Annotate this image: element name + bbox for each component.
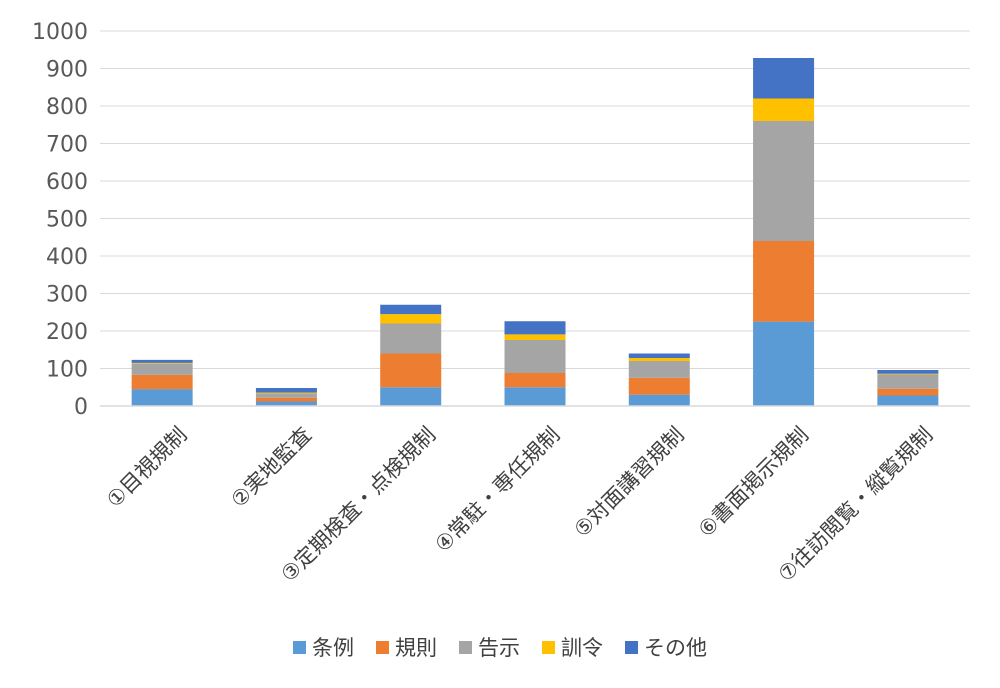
legend-label: 条例: [312, 636, 354, 660]
gridlines: [100, 30, 970, 369]
y-tick-label: 700: [46, 133, 88, 158]
y-tick-label: 200: [46, 320, 88, 345]
bar-segment: [131, 374, 193, 390]
bar-segment: [131, 363, 193, 375]
y-tick-label: 500: [46, 208, 88, 233]
bar-segment: [131, 362, 193, 364]
bar-segment: [255, 397, 317, 402]
bar-segment: [628, 377, 690, 395]
y-tick-label: 1000: [32, 20, 88, 45]
bar-segment: [753, 241, 815, 322]
y-tick-label: 900: [46, 58, 88, 83]
bar-segment: [255, 388, 317, 393]
y-axis-tick-labels: 0 100 200 300 400 500 600 700 800 900 1000: [32, 20, 88, 420]
bar-segment: [255, 401, 317, 406]
bar-segment: [753, 321, 815, 406]
bar-segment: [131, 389, 193, 406]
legend-item: 規則: [376, 632, 437, 662]
legend-swatch: [625, 640, 638, 654]
bar-segment: [380, 323, 442, 354]
bar-segment: [628, 353, 690, 358]
bar-segment: [877, 395, 939, 406]
bar-segment: [255, 393, 317, 398]
bars: [131, 58, 939, 406]
legend-swatch: [542, 640, 555, 654]
y-tick-label: 800: [46, 95, 88, 120]
legend-item: その他: [625, 632, 707, 662]
y-tick-label: 100: [46, 358, 88, 383]
bar-segment: [504, 373, 566, 388]
bar-segment: [504, 334, 566, 340]
bar-segment: [380, 387, 442, 406]
x-category-label: ②実地監査: [226, 423, 316, 513]
bar-segment: [753, 121, 815, 241]
bar-segment: [753, 58, 815, 99]
legend-label: 訓令: [561, 636, 603, 660]
legend-swatch: [293, 640, 306, 654]
y-tick-label: 400: [46, 245, 88, 270]
y-tick-label: 300: [46, 283, 88, 308]
legend-swatch: [376, 640, 389, 654]
bar-segment: [380, 353, 442, 388]
legend-item: 告示: [459, 632, 520, 662]
legend-item: 条例: [293, 632, 354, 662]
y-tick-label: 0: [74, 395, 88, 420]
legend-label: 告示: [478, 636, 520, 660]
bar-segment: [877, 373, 939, 375]
x-category-label: ⑤対面講習規制: [569, 423, 688, 542]
bar-segment: [628, 394, 690, 406]
bar-segment: [753, 98, 815, 121]
x-category-label: ⑥書面掲示規制: [694, 423, 813, 542]
bar-segment: [628, 358, 690, 361]
y-tick-label: 600: [46, 170, 88, 195]
bar-segment: [380, 304, 442, 315]
bar-segment: [380, 314, 442, 324]
bar-segment: [877, 370, 939, 374]
legend-label: その他: [644, 636, 707, 660]
legend-label: 規則: [395, 636, 437, 660]
legend-swatch: [459, 640, 472, 654]
bar-segment: [131, 359, 193, 363]
bar-segment: [255, 392, 317, 394]
bar-segment: [628, 361, 690, 378]
bar-segment: [877, 374, 939, 389]
bar-segment: [504, 387, 566, 406]
x-category-label: ④常駐・専任規制: [430, 423, 564, 557]
bar-segment: [877, 388, 939, 396]
bar-segment: [504, 321, 566, 335]
bar-segment: [504, 340, 566, 373]
legend-item: 訓令: [542, 632, 603, 662]
x-category-label: ①目視規制: [102, 423, 192, 513]
legend: 条例 規則 告示 訓令 その他: [0, 632, 1000, 662]
